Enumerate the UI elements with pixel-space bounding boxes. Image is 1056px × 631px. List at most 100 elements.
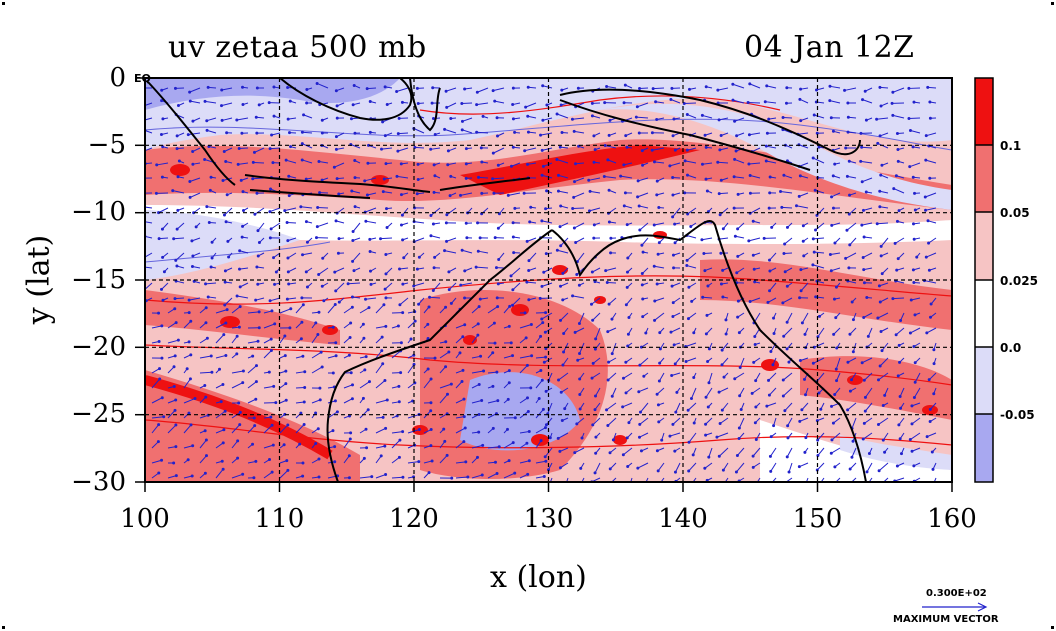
- wind-vector: [831, 432, 841, 441]
- wind-vector: [638, 387, 649, 393]
- wind-vector: [656, 387, 665, 395]
- wind-vector: [352, 222, 361, 232]
- wind-vector: [455, 324, 465, 329]
- wind-vector: [254, 147, 265, 153]
- wind-vector: [407, 320, 416, 329]
- wind-vector-head: [221, 441, 225, 445]
- wind-vector-head: [670, 373, 674, 377]
- wind-vector: [654, 312, 665, 321]
- wind-vector: [176, 222, 185, 230]
- wind-vector: [786, 312, 793, 323]
- wind-vector: [721, 357, 729, 366]
- wind-vector-head: [593, 471, 597, 475]
- wind-vector: [766, 85, 777, 89]
- wind-vector-head: [269, 227, 273, 231]
- wind-vector-head: [141, 220, 143, 222]
- wind-vector-head: [301, 303, 305, 307]
- wind-vector-head: [929, 302, 933, 306]
- wind-vector-head: [318, 386, 322, 390]
- wind-vector-head: [209, 354, 213, 358]
- wind-vector-head: [227, 255, 231, 259]
- wind-vector-head: [558, 145, 562, 149]
- wind-vector: [542, 147, 553, 151]
- wind-vector-head: [829, 451, 833, 455]
- wind-vector-head: [801, 224, 805, 228]
- wind-vector-head: [650, 131, 654, 135]
- wind-vector-head: [158, 377, 162, 381]
- wind-vector-head: [287, 194, 291, 198]
- wind-vector-head: [704, 422, 708, 426]
- wind-vector-head: [431, 289, 435, 293]
- wind-vector: [145, 206, 153, 209]
- wind-vector-head: [607, 485, 609, 487]
- wind-vector-head: [784, 101, 788, 105]
- wind-vector: [913, 387, 921, 398]
- wind-vector: [558, 174, 569, 179]
- wind-vector: [817, 447, 825, 456]
- wind-vector-head: [751, 454, 755, 458]
- wind-vector-head: [218, 367, 222, 371]
- wind-vector-head: [686, 317, 690, 321]
- wind-vector-head: [703, 466, 707, 470]
- wind-vector: [688, 312, 697, 319]
- wind-vector-head: [610, 352, 614, 356]
- wind-vector-head: [541, 321, 545, 325]
- wind-vector: [391, 350, 401, 359]
- wind-vector: [286, 159, 297, 164]
- wind-vector-head: [527, 259, 531, 263]
- wind-vector-head: [255, 265, 259, 269]
- wind-vector: [302, 252, 313, 256]
- wind-vector-head: [442, 427, 446, 431]
- wind-vector: [535, 409, 544, 419]
- wind-vector-head: [475, 90, 479, 94]
- wind-vector-head: [443, 127, 447, 131]
- wind-vector-head: [331, 325, 335, 329]
- wind-vector-head: [187, 411, 191, 415]
- wind-vector: [861, 222, 873, 226]
- wind-vector: [829, 85, 841, 89]
- wind-vector-head: [507, 324, 511, 328]
- wind-vector: [221, 117, 233, 121]
- wind-vector: [145, 221, 153, 224]
- wind-vector-head: [589, 302, 593, 306]
- wind-vector-head: [556, 173, 560, 177]
- wind-vector: [253, 161, 265, 164]
- wind-vector-head: [270, 309, 274, 313]
- wind-vector-head: [736, 299, 740, 303]
- wind-vector-head: [813, 188, 817, 192]
- wind-vector-head: [289, 307, 293, 311]
- wind-vector-head: [368, 237, 372, 241]
- wind-vector-head: [336, 251, 340, 255]
- wind-vector-head: [686, 408, 690, 412]
- wind-vector-head: [718, 148, 722, 152]
- wind-vector: [688, 432, 697, 443]
- wind-vector-head: [429, 444, 433, 448]
- wind-vector-head: [594, 394, 598, 398]
- wind-vector-head: [850, 300, 854, 304]
- corner-mark: [1051, 2, 1054, 5]
- x-tick-label: 150: [792, 504, 843, 534]
- wind-vector-head: [509, 164, 513, 168]
- wind-vector: [375, 325, 386, 329]
- wind-vector-head: [187, 311, 191, 315]
- wind-vector-head: [641, 297, 645, 301]
- wind-vector-head: [526, 85, 530, 89]
- wind-vector-head: [576, 86, 580, 90]
- wind-vector: [798, 144, 809, 149]
- wind-vector-head: [299, 411, 303, 415]
- wind-vector-head: [506, 397, 510, 401]
- wind-vector: [767, 297, 777, 303]
- wind-vector-head: [720, 408, 724, 412]
- wind-vector-head: [539, 334, 543, 338]
- wind-vector-head: [672, 266, 676, 270]
- wind-vector-head: [876, 378, 880, 382]
- wind-vector: [756, 477, 761, 482]
- wind-vector-head: [804, 436, 808, 440]
- wind-vector-head: [491, 151, 495, 155]
- wind-vector-head: [590, 270, 594, 274]
- wind-vector-head: [188, 195, 192, 199]
- wind-vector-head: [222, 428, 226, 432]
- wind-vector-head: [768, 289, 772, 293]
- wind-vector-head: [625, 223, 629, 227]
- wind-vector: [430, 235, 441, 239]
